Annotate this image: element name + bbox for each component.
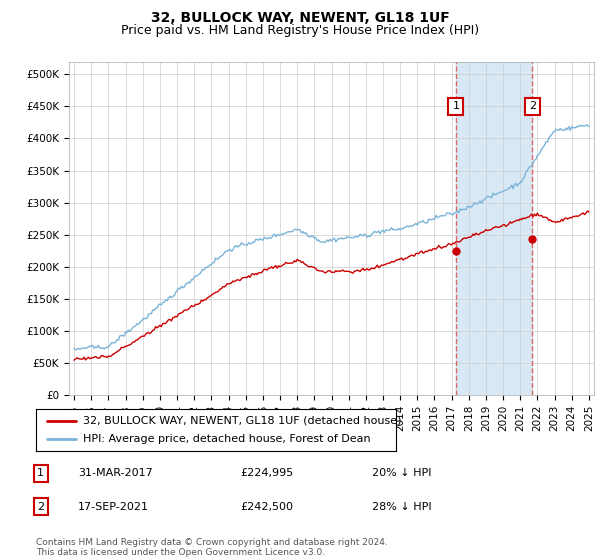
Text: 17-SEP-2021: 17-SEP-2021 xyxy=(78,502,149,512)
Text: 1: 1 xyxy=(452,101,460,111)
Text: 32, BULLOCK WAY, NEWENT, GL18 1UF: 32, BULLOCK WAY, NEWENT, GL18 1UF xyxy=(151,11,449,25)
Text: Contains HM Land Registry data © Crown copyright and database right 2024.
This d: Contains HM Land Registry data © Crown c… xyxy=(36,538,388,557)
Text: 2: 2 xyxy=(529,101,536,111)
Text: 20% ↓ HPI: 20% ↓ HPI xyxy=(372,468,431,478)
Text: 32, BULLOCK WAY, NEWENT, GL18 1UF (detached house): 32, BULLOCK WAY, NEWENT, GL18 1UF (detac… xyxy=(83,416,401,426)
Text: Price paid vs. HM Land Registry's House Price Index (HPI): Price paid vs. HM Land Registry's House … xyxy=(121,24,479,36)
Text: £242,500: £242,500 xyxy=(240,502,293,512)
Text: £224,995: £224,995 xyxy=(240,468,293,478)
Bar xyxy=(456,62,532,395)
Text: 31-MAR-2017: 31-MAR-2017 xyxy=(78,468,153,478)
Text: 28% ↓ HPI: 28% ↓ HPI xyxy=(372,502,431,512)
Text: 2: 2 xyxy=(37,502,44,512)
Text: 1: 1 xyxy=(37,468,44,478)
Text: HPI: Average price, detached house, Forest of Dean: HPI: Average price, detached house, Fore… xyxy=(83,435,370,445)
